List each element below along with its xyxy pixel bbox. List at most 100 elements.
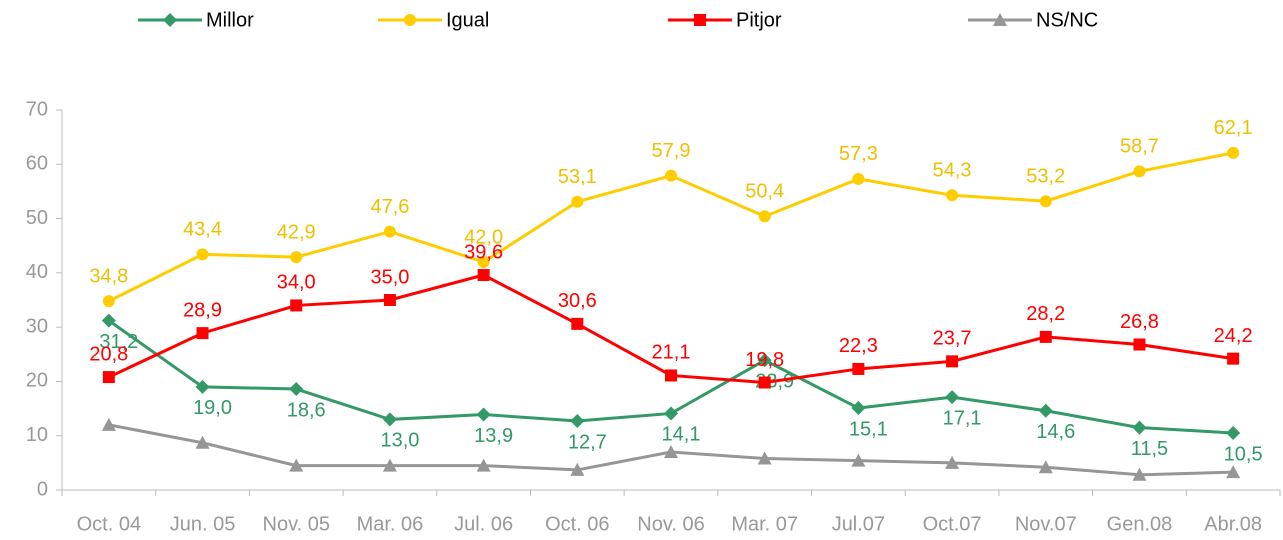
point <box>945 455 960 469</box>
data-label: 12,7 <box>568 431 607 453</box>
point <box>570 462 585 476</box>
point <box>946 189 959 202</box>
point <box>851 401 866 416</box>
data-label: 13,0 <box>380 430 419 452</box>
point <box>665 169 677 182</box>
data-label: 42,9 <box>277 221 316 243</box>
data-label: 15,1 <box>849 418 888 440</box>
point <box>476 458 491 472</box>
x-tick-label: Abr.08 <box>1204 513 1262 535</box>
data-label: 10,5 <box>1224 443 1263 465</box>
point <box>1227 146 1240 159</box>
x-tick-label: Oct.07 <box>923 513 982 535</box>
y-tick-label: 0 <box>37 478 48 500</box>
legend-label: Millor <box>206 9 254 31</box>
legend-marker <box>163 13 177 27</box>
point <box>946 355 959 368</box>
data-label: 53,2 <box>1026 165 1065 187</box>
point <box>477 256 490 268</box>
x-tick-label: Gen.08 <box>1107 513 1173 535</box>
point <box>757 451 772 465</box>
x-tick-label: Nov.07 <box>1015 513 1077 535</box>
point <box>757 353 772 368</box>
point <box>1226 465 1241 479</box>
point <box>571 195 584 208</box>
x-tick-label: Mar. 06 <box>357 513 424 535</box>
data-label: 34,0 <box>277 272 316 294</box>
point <box>1038 460 1053 474</box>
data-label: 18,6 <box>287 399 326 421</box>
data-label: 53,1 <box>558 166 597 188</box>
point <box>664 445 678 458</box>
point <box>476 407 491 422</box>
data-label: 54,3 <box>933 160 972 182</box>
data-label: 31,2 <box>99 331 138 353</box>
point <box>571 317 584 330</box>
data-label: 39,6 <box>464 241 503 263</box>
y-tick-label: 20 <box>26 370 48 392</box>
y-tick-label: 40 <box>26 261 48 283</box>
legend-marker <box>993 13 1007 26</box>
data-label: 42,0 <box>464 226 503 248</box>
data-label: 28,2 <box>1026 303 1065 325</box>
data-label: 19,8 <box>745 349 784 371</box>
data-label: 19,0 <box>193 397 232 419</box>
data-label: 14,6 <box>1036 421 1075 443</box>
point <box>1227 352 1240 365</box>
point <box>852 172 865 185</box>
point <box>290 251 303 264</box>
point <box>1132 467 1147 481</box>
point <box>383 294 396 306</box>
data-label: 47,6 <box>370 196 409 218</box>
data-label: 57,3 <box>839 143 878 165</box>
y-tick-label: 30 <box>26 315 48 337</box>
point <box>196 327 209 340</box>
point <box>1132 420 1147 435</box>
x-tick-label: Mar. 07 <box>731 513 798 535</box>
y-tick-label: 10 <box>26 424 48 446</box>
data-label: 21,1 <box>652 342 691 364</box>
point <box>382 412 397 427</box>
x-tick-label: Oct. 06 <box>545 513 609 535</box>
data-label: 35,0 <box>370 266 409 288</box>
point <box>195 379 210 394</box>
point <box>1226 426 1241 440</box>
data-label: 28,9 <box>183 299 222 321</box>
legend-label: NS/NC <box>1036 9 1098 31</box>
y-tick-label: 50 <box>26 207 48 229</box>
point <box>289 382 304 397</box>
x-tick-label: Jul. 06 <box>454 513 513 535</box>
data-label: 11,5 <box>1131 438 1168 460</box>
point <box>102 295 115 308</box>
x-tick-label: Nov. 05 <box>263 513 330 535</box>
data-label: 26,8 <box>1120 311 1159 333</box>
data-label: 13,9 <box>474 425 513 447</box>
point <box>852 362 865 375</box>
point <box>758 210 771 223</box>
data-label: 23,7 <box>933 328 972 350</box>
legend-marker <box>404 14 416 26</box>
point <box>382 458 397 472</box>
point <box>570 414 585 429</box>
point <box>290 299 303 312</box>
data-label: 30,6 <box>558 290 597 312</box>
point <box>665 369 677 382</box>
point <box>477 269 490 282</box>
legend-label: Pitjor <box>736 9 782 31</box>
data-label: 57,9 <box>652 140 691 162</box>
point <box>195 435 210 449</box>
data-label: 62,1 <box>1214 117 1253 139</box>
x-tick-label: Jul.07 <box>832 513 885 535</box>
point <box>101 313 116 328</box>
point <box>102 371 115 384</box>
point <box>664 406 678 421</box>
data-label: 24,2 <box>1214 325 1253 347</box>
point <box>289 458 304 472</box>
x-tick-label: Jun. 05 <box>170 513 236 535</box>
data-label: 43,4 <box>183 219 222 241</box>
point <box>101 417 116 431</box>
point <box>1039 195 1052 208</box>
data-label: 17,1 <box>943 407 982 429</box>
data-label: 34,8 <box>89 265 128 287</box>
